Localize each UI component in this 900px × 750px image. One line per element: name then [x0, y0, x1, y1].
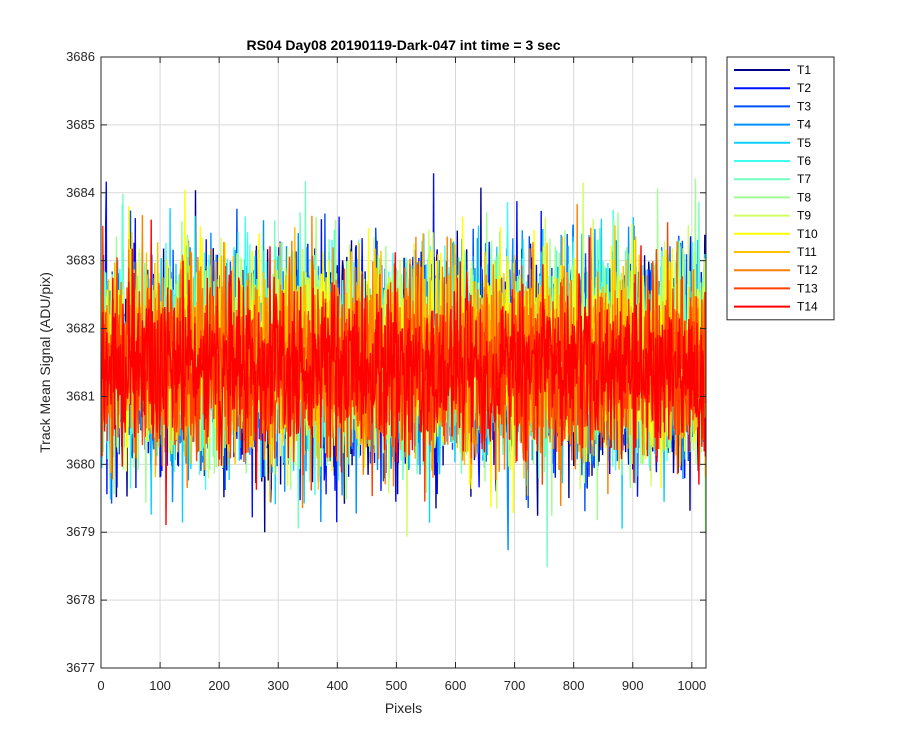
- y-tick-label: 3681: [66, 388, 95, 403]
- legend-entry-t7: T7: [797, 172, 811, 186]
- x-tick-label: 0: [97, 678, 104, 693]
- chart-title: RS04 Day08 20190119-Dark-047 int time = …: [246, 37, 560, 53]
- plot-area: 0 100 200 300 400 500 600 700 800 900 1000 3677 3678…: [66, 49, 707, 693]
- legend: T1 T2 T3 T4 T5 T6 T7 T8 T9 T10 T11 T12 T13 T14: [726, 56, 835, 321]
- legend-entry-t13: T13: [797, 281, 818, 295]
- y-tick-label: 3679: [66, 524, 95, 539]
- legend-entry-t3: T3: [797, 99, 811, 113]
- series-line-t14: [101, 219, 706, 526]
- y-tick-label: 3683: [66, 253, 95, 268]
- legend-entry-t10: T10: [797, 227, 818, 241]
- legend-entry-t1: T1: [797, 63, 811, 77]
- axes-box: [100, 56, 707, 669]
- x-tick-label: 500: [386, 678, 408, 693]
- legend-entry-t11: T11: [797, 245, 817, 259]
- y-tick-label: 3684: [66, 185, 95, 200]
- y-tick-label: 3680: [66, 456, 95, 471]
- x-tick-label: 700: [504, 678, 526, 693]
- legend-entry-t6: T6: [797, 154, 811, 168]
- x-tick-label: 100: [149, 678, 171, 693]
- x-tick-label: 400: [326, 678, 348, 693]
- y-tick-label: 3678: [66, 592, 95, 607]
- legend-entry-t4: T4: [797, 118, 811, 132]
- x-tick-label: 900: [622, 678, 644, 693]
- legend-entry-t12: T12: [797, 263, 818, 277]
- legend-entry-t5: T5: [797, 136, 811, 150]
- x-tick-label: 300: [267, 678, 289, 693]
- y-tick-label: 3677: [66, 660, 95, 675]
- legend-entry-t8: T8: [797, 190, 811, 204]
- legend-box: [726, 56, 835, 321]
- legend-entry-t14: T14: [797, 300, 818, 314]
- y-tick-label: 3685: [66, 117, 95, 132]
- x-axis-label: Pixels: [385, 700, 422, 716]
- legend-entry-t9: T9: [797, 209, 811, 223]
- x-tick-label: 600: [445, 678, 467, 693]
- x-tick-label: 1000: [677, 678, 706, 693]
- x-tick-label: 200: [208, 678, 230, 693]
- x-tick-label: 800: [563, 678, 585, 693]
- y-tick-label: 3686: [66, 49, 95, 64]
- legend-entry-t2: T2: [797, 81, 811, 95]
- y-tick-label: 3682: [66, 321, 95, 336]
- y-axis-label: Track Mean Signal (ADU/pix): [37, 272, 53, 453]
